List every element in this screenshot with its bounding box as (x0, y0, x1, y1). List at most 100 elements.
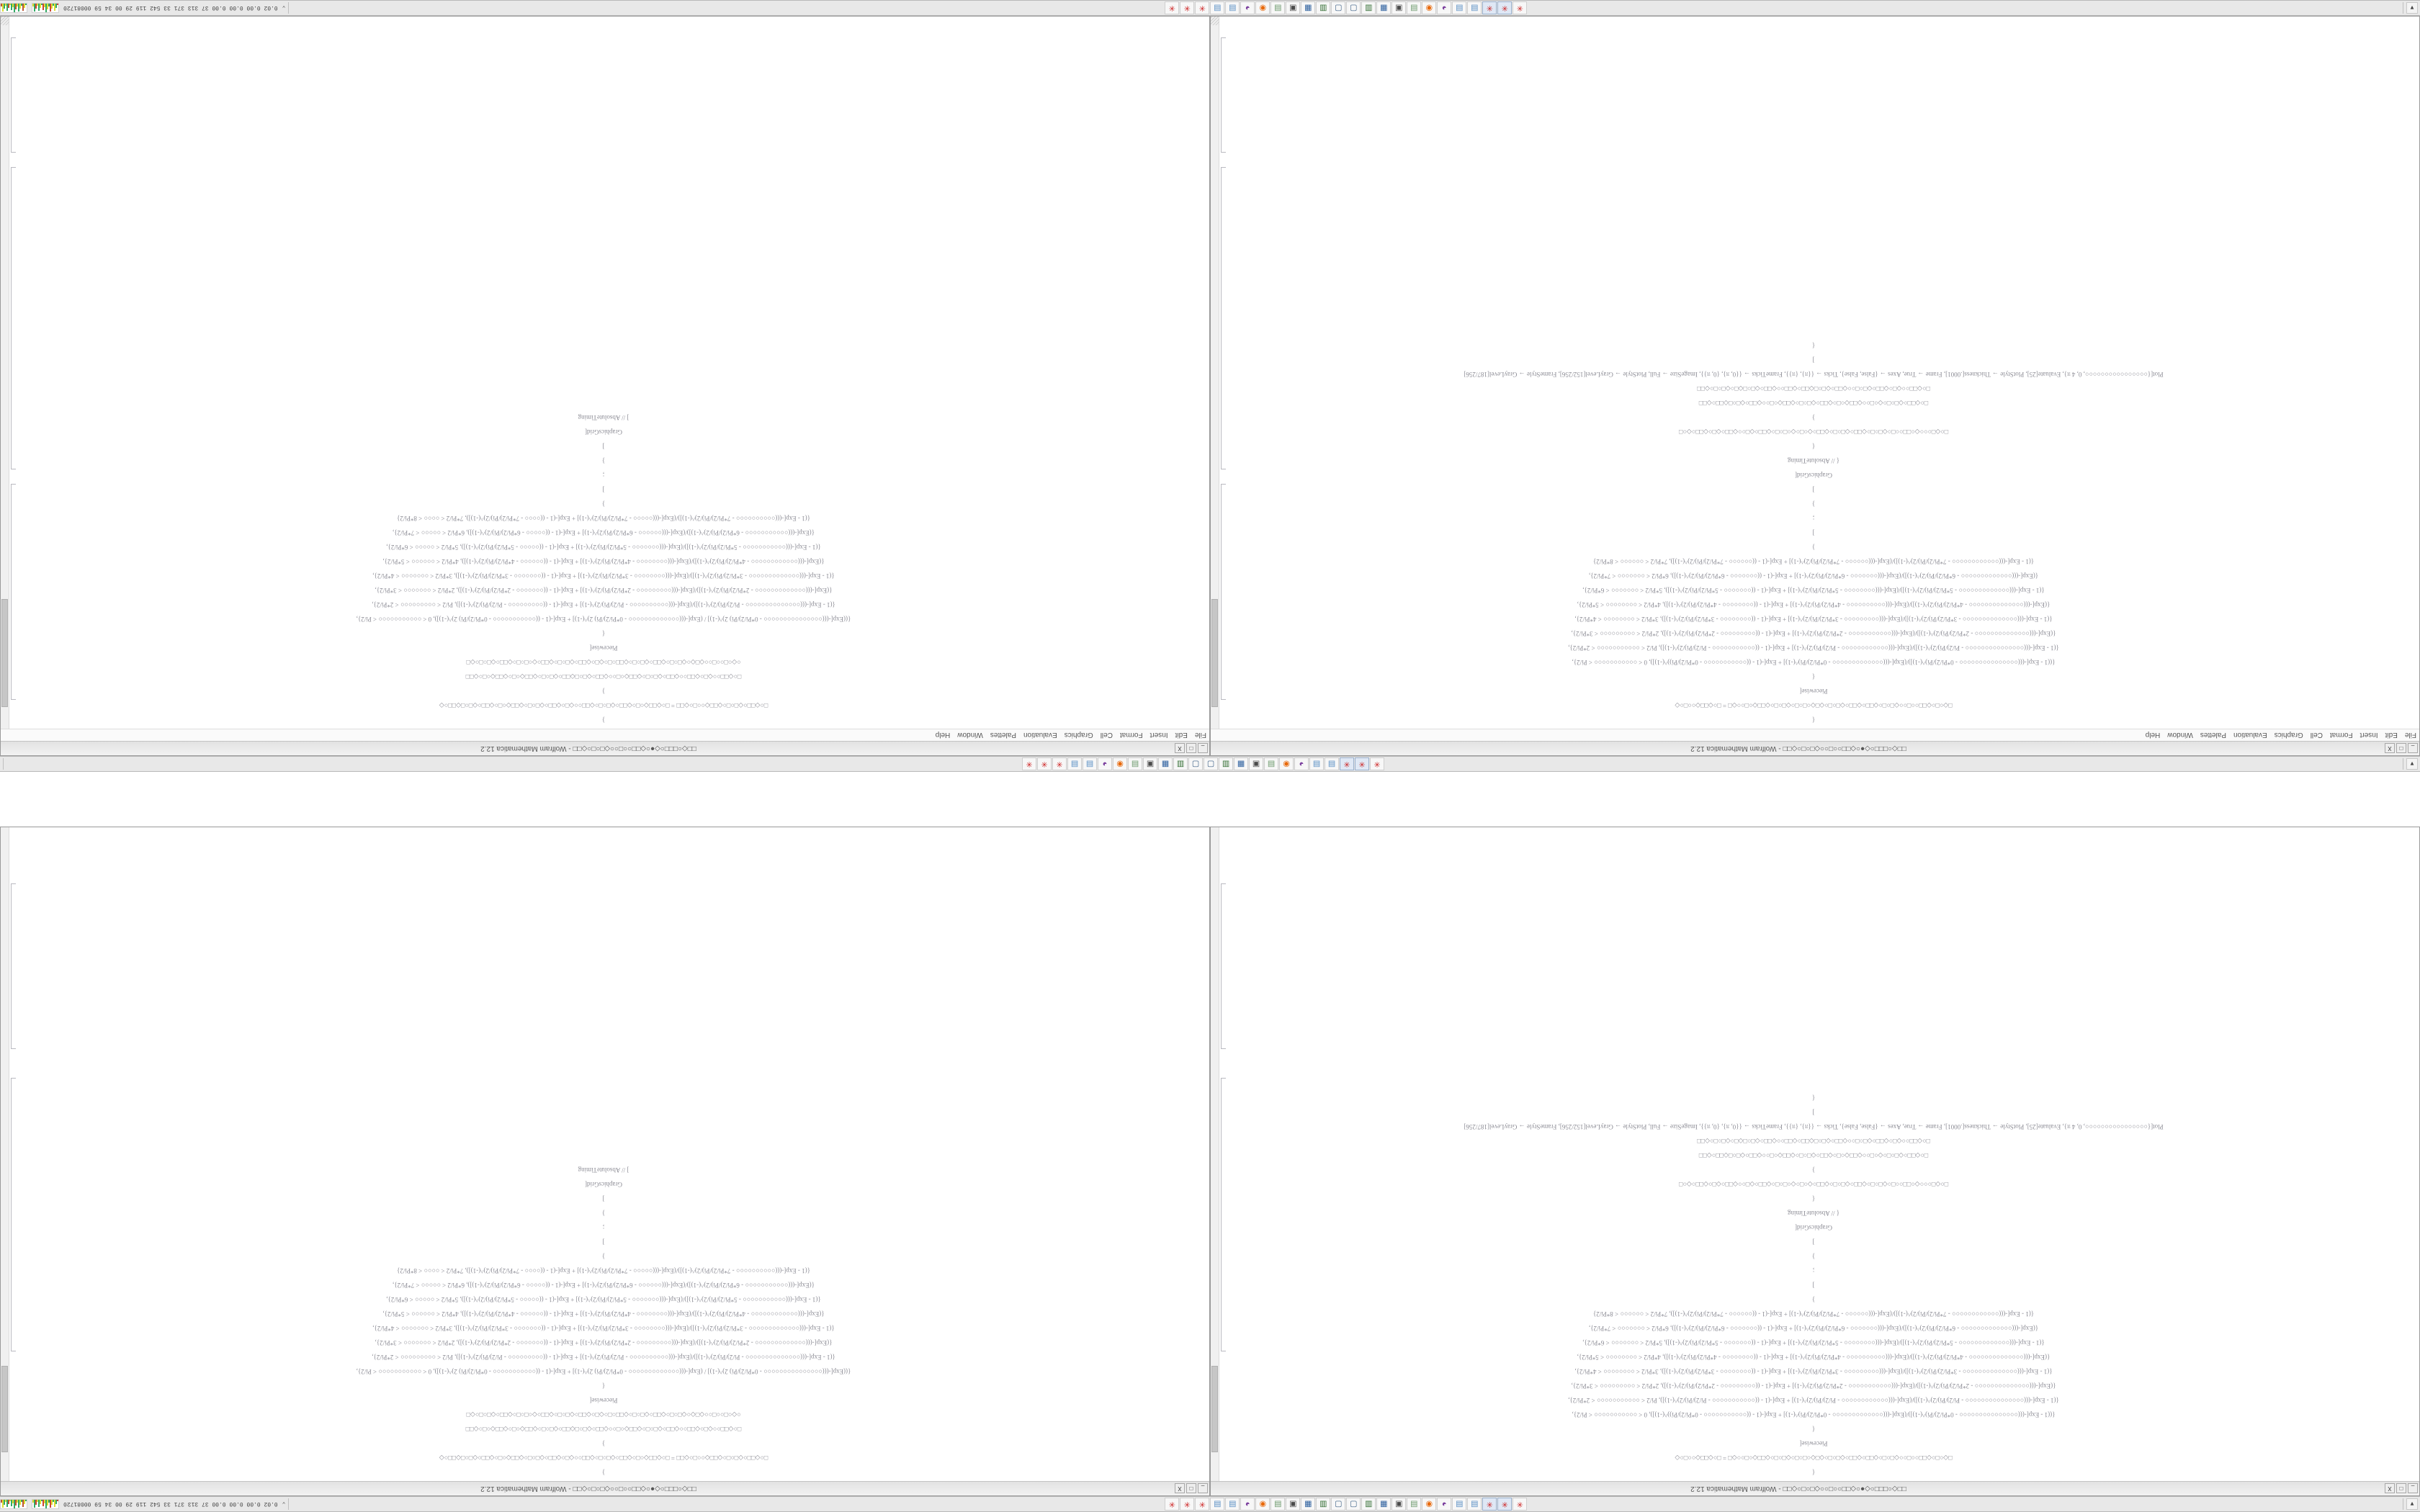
taskbar-button-octave-icon[interactable]: ◕ (1437, 1498, 1452, 1511)
notebook-line[interactable]: {(Exp[-(((○○○○○○○○○○○○○○ - 2*Pi/2)/Pi)/2… (1571, 630, 2056, 637)
menu-item-edit[interactable]: Edit (1175, 731, 1188, 739)
notebook-line[interactable]: Plot[{○○○○○○○○○○○○○○○○, 0, 4 π}, Evaluat… (1464, 1123, 2164, 1130)
menu-item-file[interactable]: File (1194, 731, 1206, 739)
menu-item-cell[interactable]: Cell (1100, 731, 1113, 739)
taskbar-button-mathematica-icon[interactable]: ✳ (1052, 757, 1067, 770)
scrollbar-thumb[interactable] (1211, 1366, 1218, 1452)
taskbar-button-calculator-icon[interactable]: ▤ (1467, 1498, 1482, 1511)
menu-item-evaluation[interactable]: Evaluation (2233, 731, 2267, 739)
notebook-line[interactable]: □○◇□□○◇□○□○◇○□○○◇□□◇○□○◇□□○◇□○□○◇□□◇○□○○… (1698, 400, 1929, 407)
notebook-line[interactable]: ] // AbsoluteTiming (578, 1166, 629, 1174)
notebook-body[interactable]: } □○◇□□○◇□○□○◇□□◇○○□○◇□□ = □○◇□□◇○□○◇□□○◇… (1, 827, 1209, 1481)
notebook-line[interactable]: {(Exp[-(((○○○○○○○○○○○○○○ - 4*Pi/2)/Pi)/2… (1577, 1354, 2051, 1361)
notebook-line[interactable]: } (1811, 414, 1816, 421)
taskbar-button-text-editor-icon[interactable]: ▤ (1270, 1, 1286, 14)
window-notebook-top-left[interactable]: _ □ X □□◇○□□□○◇●○◇□□○○□○○◇□○□○◇□□ - Wolf… (1210, 827, 2420, 1496)
notebook-line[interactable]: ; (602, 472, 605, 479)
notebook-content-top-left[interactable]: { □◇○□○◇□□○○□○○◇□○□○◇□□○◇□□○◇□○□○◇□◇○□○□○… (1219, 827, 2419, 1481)
notebook-line[interactable]: ] (602, 1238, 605, 1246)
menu-item-insert[interactable]: Insert (1150, 731, 1168, 739)
notebook-line[interactable]: { (1811, 443, 1816, 450)
notebook-line[interactable]: ] // AbsoluteTiming (578, 414, 629, 421)
notebook-line[interactable]: {(1 - Exp[-(((○○○○○○○○○○○○ - 7*Pi/2)/Pi)… (1592, 1310, 2035, 1318)
cell-bracket[interactable] (11, 484, 16, 700)
notebook-line[interactable]: {(Exp[-(((○○○○○○○○○○○○ - 4*Pi/2)/Pi)/2)^… (382, 558, 825, 565)
menu-bar-left[interactable]: File Edit Insert Format Cell Graphics Evaluati… (1211, 729, 2419, 741)
taskbar-button-octave-icon[interactable]: ◕ (1437, 1, 1452, 14)
notebook-line[interactable]: } (1811, 1166, 1816, 1174)
taskbar-button-mathematica-icon[interactable]: ✳ (1512, 1498, 1528, 1511)
notebook-line[interactable]: ] (602, 443, 605, 450)
vertical-scrollbar[interactable] (1, 827, 9, 1481)
notebook-line[interactable]: {(1 - Exp[-(((○○○○○○○○○○○○○ - 5*Pi/2)/Pi… (1582, 587, 2045, 594)
notebook-line[interactable]: {(1 - Exp[-(((○○○○○○○○○○○○○ - 3*Pi/2)/Pi… (372, 1325, 835, 1332)
menu-item-cell[interactable]: Cell (2310, 731, 2323, 739)
notebook-line[interactable]: } (601, 457, 606, 464)
taskbar-button-firefox-icon[interactable]: ◉ (1255, 1498, 1270, 1511)
notebook-line[interactable]: □◇○□○◇□□○○□○○◇□○□○◇□□○◇□□○◇□○□○◇□◇○□○□○◇… (1675, 1454, 1953, 1462)
notebook-content-bottom-right[interactable]: } □○◇□□○◇□○□○◇□□◇○○□○◇□□ = □○◇□□◇○□○◇□□○◇… (9, 17, 1209, 729)
taskbar-button-display-icon[interactable]: ▢ (1188, 757, 1203, 770)
notebook-line[interactable]: } (601, 1469, 606, 1476)
taskbar-button-calculator-icon[interactable]: ▤ (1452, 1498, 1467, 1511)
notebook-line[interactable]: { (1811, 716, 1816, 724)
close-button[interactable]: X (1175, 743, 1185, 754)
taskbar-button-mathematica-icon[interactable]: ✳ (1512, 1, 1528, 14)
window-notebook-bottom-left[interactable]: _ □ X □□◇○□□□○◇●○◇□□○○□○○◇□○□○◇□□ - Wolf… (1210, 16, 2420, 756)
notebook-line[interactable]: ○◇○□○○□○○◇□◇○◇□○□○◇□□○◇□○□○◇□□○□○◇□○◇□□○… (466, 1411, 741, 1418)
notebook-line[interactable]: {(Exp[-(((○○○○○○○○○○○○○ - 2*Pi/2)/Pi)/2)… (375, 1339, 833, 1346)
notebook-line[interactable]: { (1811, 1469, 1816, 1476)
notebook-body[interactable]: { □◇○□○◇□□○○□○○◇□○□○◇□□○◇□□○◇□○□○◇□◇○□○□○… (1211, 827, 2419, 1481)
taskbar-button-firefox-icon[interactable]: ◉ (1279, 757, 1294, 770)
notebook-line[interactable]: } (1811, 1253, 1816, 1260)
notebook-content-top-right[interactable]: } □○◇□□○◇□○□○◇□□◇○○□○◇□□ = □○◇□□◇○□○◇□□○◇… (9, 827, 1209, 1481)
taskbar-button-firefox-icon[interactable]: ◉ (1113, 757, 1127, 770)
notebook-line[interactable]: □○◇□○○○◇○□□○○□○◇□○□○◇□□○◇□○□○◇□□○◇○□○◇○□… (1678, 1181, 1949, 1188)
resize-grip[interactable] (1, 17, 9, 25)
taskbar-button-calculator-icon[interactable]: ▤ (1210, 1, 1225, 14)
notebook-line[interactable]: { (1811, 1426, 1816, 1433)
notebook-line[interactable]: { (1811, 1094, 1816, 1102)
menu-item-window[interactable]: Window (2167, 731, 2193, 739)
taskbar-task-list[interactable]: ✳ ✳ ✳ ▤ ▤ ◕ ◉ ▤ ▣ ▦ ▥ ▢ ▢ ▥ ▦ ▣ ▤ ◉ ◕ ▤ ▤ ✳ ✳ ✳ (1165, 1498, 1528, 1511)
notebook-line[interactable]: ] (1812, 356, 1815, 364)
bottom-panel[interactable]: ▼ ✳ ✳ ✳ ▤ ▤ ◕ ◉ ▤ ▣ ▦ ▥ ▢ ▢ ▥ ▦ ▣ ▤ ◉ ◕ ▤ ▤ ✳ ✳ ✳ ⌄ 0.02 0.00 0… (0, 0, 2420, 16)
taskbar-button-save-disk-icon[interactable]: ▦ (1301, 1, 1316, 14)
menu-item-format[interactable]: Format (2329, 731, 2353, 739)
maximize-button[interactable]: □ (2396, 1483, 2406, 1494)
taskbar-button-calculator-icon[interactable]: ▤ (1452, 1, 1467, 14)
window-controls[interactable]: _ □ X (2385, 743, 2418, 754)
notebook-line[interactable]: { (601, 1382, 606, 1390)
close-button[interactable]: X (1175, 1483, 1185, 1494)
notebook-line[interactable]: {(Exp[-(((○○○○○○○○○○○○ - 4*Pi/2)/Pi)/2)^… (382, 1310, 825, 1318)
notebook-line[interactable]: } (601, 1253, 606, 1260)
notebook-line[interactable]: □○◇□□○○◇□○◇□□○○◇□□○◇□○□○◇□□◇○□○○◇□□○◇□○□… (465, 1426, 742, 1433)
notebook-line[interactable]: GraphicsGrid[ (1795, 1224, 1832, 1231)
notebook-line[interactable]: { // AbsoluteTiming (1788, 1210, 1840, 1217)
vertical-scrollbar[interactable] (1211, 17, 1219, 729)
notebook-line[interactable]: {(1 - Exp[-(((○○○○○○○○○○○○○○ - Pi/2)/Pi)… (372, 601, 835, 608)
taskbar-button-mathematica-icon[interactable]: ✳ (1482, 1, 1497, 14)
notebook-line[interactable]: Piecewise[ (589, 1397, 618, 1404)
notebook-line[interactable]: □○◇□□○◇□○□○◇□□◇○○□○◇□□ = □○◇□□◇○□○◇□□○◇□… (439, 1454, 768, 1462)
scrollbar-thumb[interactable] (1, 1366, 8, 1452)
taskbar-button-save-disk-icon[interactable]: ▦ (1301, 1498, 1316, 1511)
panel-launcher-icon[interactable]: ▼ (2406, 1498, 2418, 1510)
menu-item-palettes[interactable]: Palettes (990, 731, 1016, 739)
notebook-line[interactable]: Piecewise[ (589, 644, 618, 652)
notebook-line[interactable]: {(1 - Exp[-(((○○○○○○○○○○○○ - 7*Pi/2)/Pi)… (1592, 558, 2035, 565)
menu-item-insert[interactable]: Insert (2360, 731, 2378, 739)
taskbar-button-calculator-icon[interactable]: ▤ (1067, 757, 1082, 770)
notebook-line[interactable]: {(1 - Exp[-(((○○○○○○○○○○○○○○ - 3*Pi/2)/P… (1574, 1368, 2053, 1375)
cell-bracket[interactable] (11, 167, 16, 469)
notebook-line[interactable]: {(1 - Exp[-(((○○○○○○○○○○○ - 5*Pi/2)/Pi)/… (386, 544, 821, 551)
titlebar[interactable]: _ □ X □□◇○□□□○◇●○◇□□○○□○○◇□○□○◇□□ - Wolf… (1, 1481, 1209, 1495)
notebook-line[interactable]: {(Exp[-(((○○○○○○○○○○○○○ - 2*Pi/2)/Pi)/2)… (375, 587, 833, 594)
minimize-button[interactable]: _ (1198, 743, 1208, 754)
notebook-line[interactable]: } (601, 716, 606, 724)
menu-item-window[interactable]: Window (957, 731, 983, 739)
notebook-line[interactable]: {(1 - Exp[-(((○○○○○○○○○○○○○○ - 3*Pi/2)/P… (1574, 616, 2053, 623)
taskbar-button-mathematica-icon[interactable]: ✳ (1022, 757, 1036, 770)
notebook-body[interactable]: {□◇○□○◇□□○○□○○◇□○□○◇□□○◇□□○◇□○□○◇□◇○□○□○… (1211, 17, 2419, 729)
taskbar-button-archive-icon[interactable]: ▥ (1361, 1, 1376, 14)
